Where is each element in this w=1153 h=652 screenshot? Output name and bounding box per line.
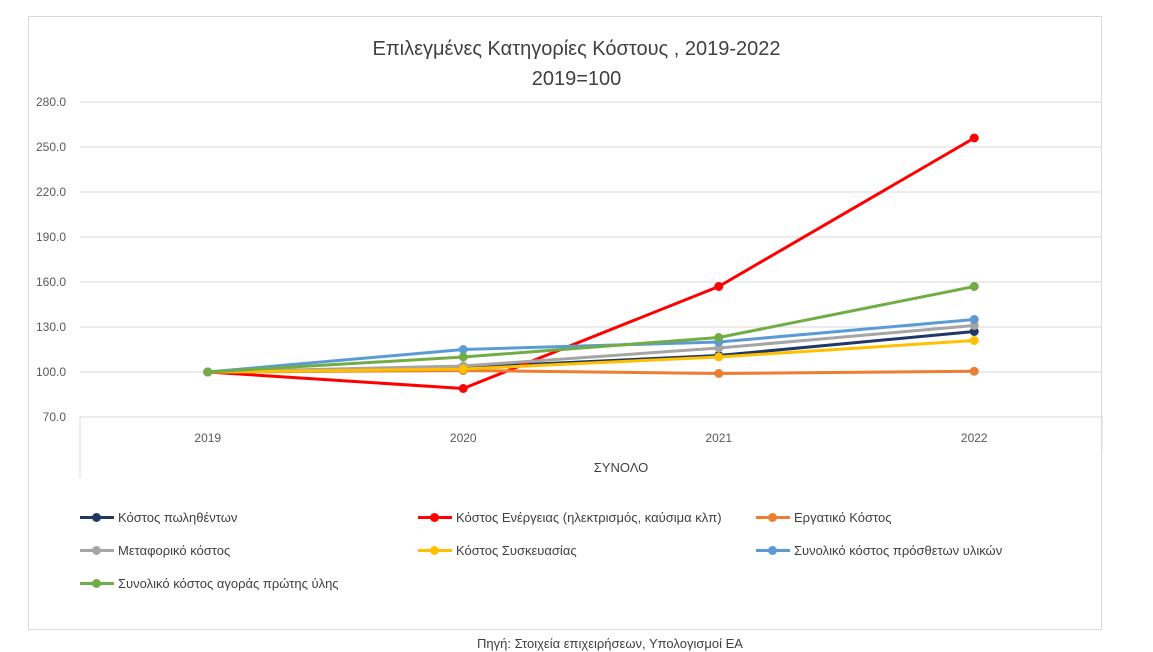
- legend-marker: [768, 546, 777, 555]
- data-point: [969, 315, 979, 324]
- chart-title: Επιλεγμένες Κατηγορίες Κόστους , 2019-20…: [372, 38, 781, 60]
- data-point: [714, 369, 724, 378]
- legend-swatch: [418, 513, 452, 522]
- legend-marker: [768, 513, 777, 522]
- legend-item: Εργατικό Κόστος: [756, 510, 892, 525]
- data-point: [969, 366, 979, 376]
- legend-marker: [92, 579, 101, 588]
- x-tick-label: 2020: [450, 431, 477, 445]
- legend-label: Μεταφορικό κόστος: [118, 543, 231, 558]
- y-tick-label: 70.0: [43, 410, 67, 424]
- legend-label: Κόστος Συσκευασίας: [456, 543, 577, 558]
- legend-item: Κόστος Ενέργειας (ηλεκτρισμός, καύσιμα κ…: [418, 510, 722, 525]
- legend-item: Κόστος πωληθέντων: [80, 510, 237, 525]
- data-point: [458, 384, 468, 393]
- series-line: [206, 285, 976, 374]
- chart-subtitle: 2019=100: [531, 68, 622, 90]
- legend-item: Μεταφορικό κόστος: [80, 543, 230, 558]
- legend-swatch: [756, 513, 790, 522]
- data-point: [969, 336, 979, 345]
- legend-swatch: [756, 546, 790, 555]
- data-point: [969, 133, 979, 143]
- legend-label: Κόστος πωληθέντων: [118, 510, 238, 525]
- data-point: [458, 345, 468, 354]
- legend-marker: [92, 513, 101, 522]
- legend-marker: [430, 513, 439, 522]
- data-point: [714, 333, 724, 342]
- data-point: [203, 367, 213, 377]
- legend-marker: [430, 546, 439, 555]
- legend-marker: [92, 546, 101, 555]
- legend-swatch: [80, 513, 114, 522]
- source-note: Πηγή: Στοιχεία επιχειρήσεων, Υπολογισμοί…: [477, 636, 743, 651]
- x-axis-title: ΣΥΝΟΛΟ: [594, 460, 649, 475]
- y-tick-label: 220.0: [36, 185, 66, 199]
- legend-swatch: [80, 546, 114, 555]
- data-point: [714, 282, 724, 291]
- data-point: [714, 352, 724, 362]
- legend-swatch: [418, 546, 452, 555]
- data-point: [458, 364, 468, 374]
- y-tick-label: 100.0: [36, 365, 66, 379]
- legend-swatch: [80, 579, 114, 588]
- x-tick-label: 2022: [961, 431, 988, 445]
- series-line: [206, 136, 976, 390]
- x-tick-label: 2021: [705, 431, 732, 445]
- legend-label: Συνολικό κόστος αγοράς πρώτης ύλης: [118, 576, 339, 591]
- y-tick-label: 280.0: [36, 95, 66, 109]
- y-tick-label: 190.0: [36, 230, 66, 244]
- y-tick-label: 250.0: [36, 140, 66, 154]
- data-point: [969, 282, 979, 291]
- y-tick-label: 130.0: [36, 320, 66, 334]
- legend-label: Συνολικό κόστος πρόσθετων υλικών: [794, 543, 1003, 558]
- y-tick-label: 160.0: [36, 275, 66, 289]
- data-point: [458, 352, 468, 362]
- legend-item: Κόστος Συσκευασίας: [418, 543, 577, 558]
- series-line: [206, 339, 976, 374]
- legend-item: Συνολικό κόστος αγοράς πρώτης ύλης: [80, 576, 339, 591]
- legend-label: Εργατικό Κόστος: [794, 510, 892, 525]
- x-tick-label: 2019: [194, 431, 221, 445]
- legend-item: Συνολικό κόστος πρόσθετων υλικών: [756, 543, 1002, 558]
- legend-label: Κόστος Ενέργειας (ηλεκτρισμός, καύσιμα κ…: [456, 510, 722, 525]
